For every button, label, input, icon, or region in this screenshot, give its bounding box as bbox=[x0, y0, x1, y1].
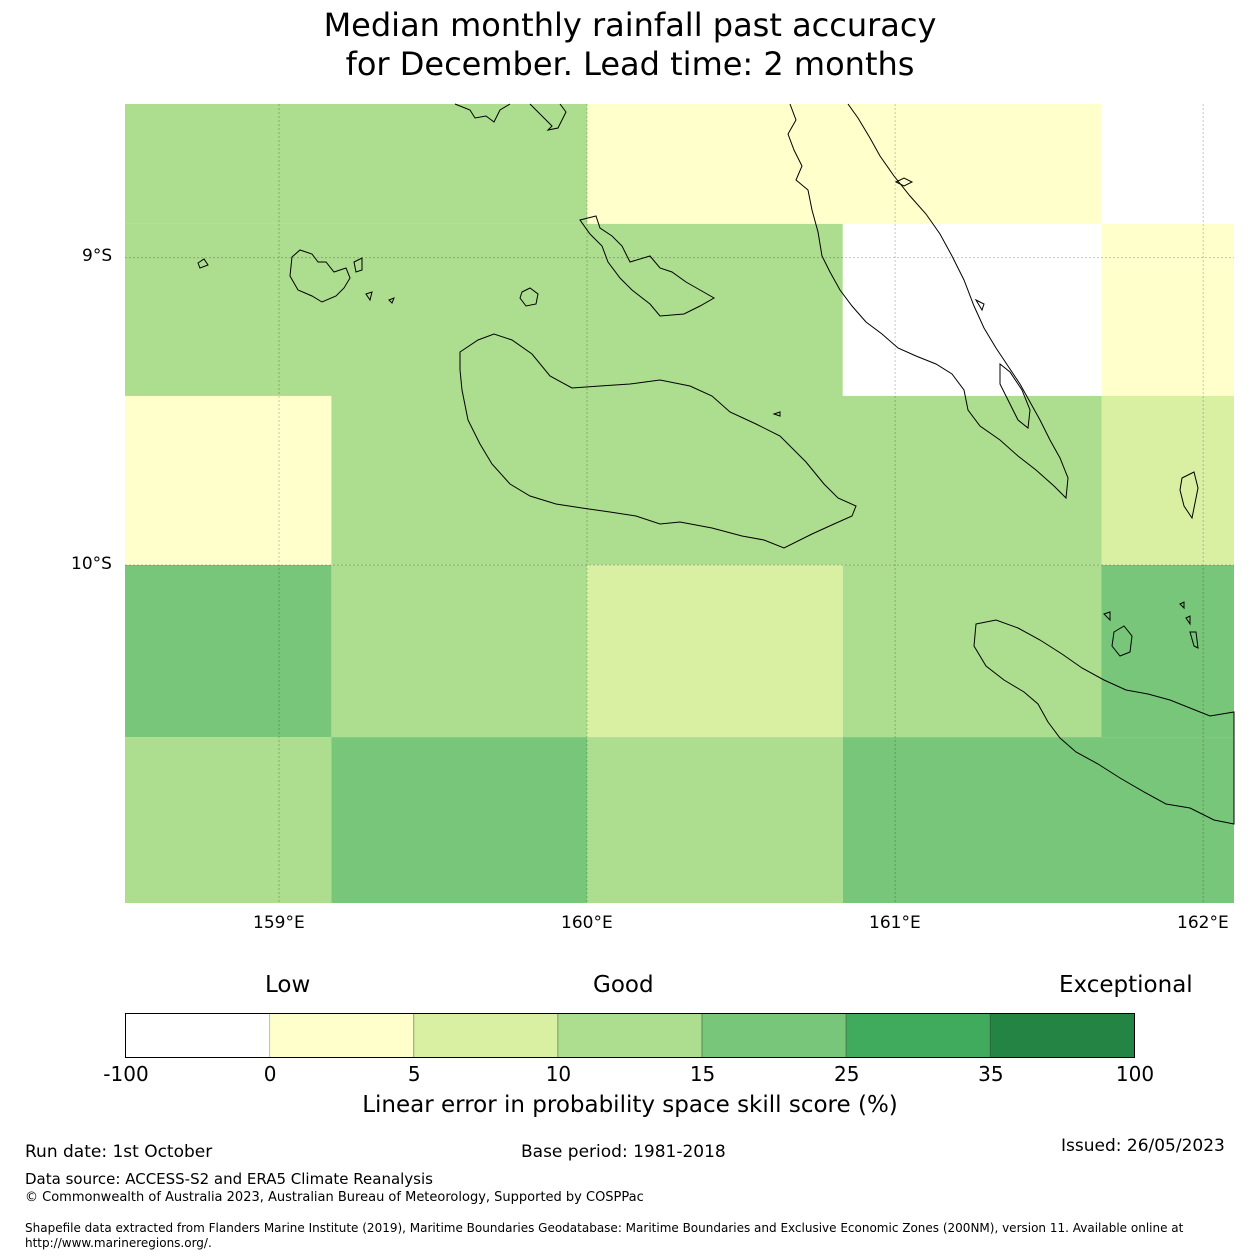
lat-label-9s: 9°S bbox=[82, 246, 113, 266]
colorbar-category-exceptional: Exceptional bbox=[1059, 972, 1193, 998]
colorbar-tick-6: 35 bbox=[978, 1062, 1004, 1086]
grid-cell-9 bbox=[125, 565, 332, 738]
coastline-florida-islands bbox=[579, 215, 716, 317]
title-line-2: for December. Lead time: 2 months bbox=[345, 45, 915, 83]
colorbar-bin-6 bbox=[989, 1013, 1136, 1058]
coastline-islet-10 bbox=[1185, 615, 1191, 626]
base-period: Base period: 1981-2018 bbox=[521, 1142, 726, 1162]
data-source: Data source: ACCESS-S2 and ERA5 Climate … bbox=[25, 1170, 433, 1188]
coastline-islet-2 bbox=[388, 297, 395, 304]
colorbar-tick-0: -100 bbox=[103, 1062, 149, 1086]
colorbar-tick-3: 10 bbox=[545, 1062, 572, 1086]
grid-cell-15 bbox=[331, 737, 588, 903]
grid-cell-3 bbox=[125, 223, 843, 396]
coastline-island-north-east bbox=[529, 103, 567, 131]
copyright: © Commonwealth of Australia 2023, Austra… bbox=[25, 1190, 644, 1205]
coastline-guadalcanal bbox=[459, 333, 857, 549]
coastlines bbox=[197, 103, 1235, 825]
grid-cell-10 bbox=[331, 565, 588, 738]
colorbar-bin-2 bbox=[413, 1013, 559, 1058]
grid-cell-17 bbox=[842, 737, 1234, 903]
colorbar-tick-1: 0 bbox=[263, 1062, 277, 1086]
graticule bbox=[125, 104, 1234, 903]
colorbar-tick-5: 25 bbox=[833, 1062, 860, 1086]
grid-cell-6 bbox=[125, 395, 332, 565]
colorbar-bin-1 bbox=[269, 1013, 415, 1058]
lon-label-160e: 160°E bbox=[561, 913, 613, 933]
run-date: Run date: 1st October bbox=[25, 1142, 213, 1162]
lon-label-161e: 161°E bbox=[869, 913, 921, 933]
shapefile-credit: Shapefile data extracted from Flanders M… bbox=[25, 1221, 1184, 1250]
coastline-maramasike bbox=[999, 362, 1031, 429]
coastline-small-east bbox=[1179, 471, 1199, 520]
coastline-islet-1 bbox=[365, 291, 373, 302]
coastline-makira bbox=[973, 619, 1235, 825]
grid-cell-7 bbox=[331, 395, 1102, 565]
colorbar-tick-4: 15 bbox=[689, 1062, 716, 1086]
coastline-cluster-west bbox=[289, 249, 351, 303]
coastline-islet-4 bbox=[772, 411, 781, 417]
coastline-islet-8 bbox=[1103, 611, 1111, 622]
lat-label-10s: 10°S bbox=[71, 554, 112, 574]
coastline-islet-9 bbox=[1179, 601, 1185, 610]
grid-cell-11 bbox=[587, 565, 843, 738]
colorbar-bin-0 bbox=[125, 1013, 270, 1058]
coastline-islet-11 bbox=[1189, 631, 1199, 649]
coastline-islet-5 bbox=[894, 177, 914, 187]
colorbar-outline bbox=[125, 1013, 1135, 1058]
issued-date: Issued: 26/05/2023 bbox=[1061, 1136, 1225, 1156]
coastline-cluster-west-2 bbox=[353, 257, 363, 273]
colorbar bbox=[125, 1013, 1136, 1058]
grid-cell-16 bbox=[587, 737, 843, 903]
coastline-island-north bbox=[454, 103, 511, 123]
coastline-malaita bbox=[787, 103, 1069, 500]
coastline-small-west bbox=[197, 258, 209, 269]
lon-label-162e: 162°E bbox=[1177, 913, 1229, 933]
grid-cell-2 bbox=[1101, 104, 1234, 224]
colorbar-bin-5 bbox=[845, 1013, 991, 1058]
grid-cell-8 bbox=[1101, 395, 1234, 565]
coastline-islet-7 bbox=[1111, 625, 1133, 657]
colorbar-bin-4 bbox=[701, 1013, 847, 1058]
colorbar-tick-7: 100 bbox=[1115, 1062, 1155, 1086]
grid-cell-0 bbox=[125, 104, 588, 224]
grid-cell-14 bbox=[125, 737, 332, 903]
colorbar-title: Linear error in probability space skill … bbox=[362, 1092, 898, 1118]
lon-label-159e: 159°E bbox=[253, 913, 305, 933]
grid-cell-13 bbox=[1101, 565, 1234, 738]
colorbar-category-low: Low bbox=[265, 972, 311, 998]
grid-cell-5 bbox=[1101, 223, 1234, 396]
colorbar-bin-3 bbox=[557, 1013, 703, 1058]
colorbar-tick-2: 5 bbox=[407, 1062, 421, 1086]
coastline-islet-6 bbox=[974, 298, 985, 312]
colorbar-category-good: Good bbox=[593, 972, 654, 998]
coastline-islet-3 bbox=[519, 287, 539, 307]
title-line-1: Median monthly rainfall past accuracy bbox=[323, 6, 937, 44]
grid-cell-1 bbox=[587, 104, 1102, 224]
grid-cell-4 bbox=[842, 223, 1102, 396]
skill-grid bbox=[125, 104, 1234, 903]
grid-cell-12 bbox=[842, 565, 1102, 738]
